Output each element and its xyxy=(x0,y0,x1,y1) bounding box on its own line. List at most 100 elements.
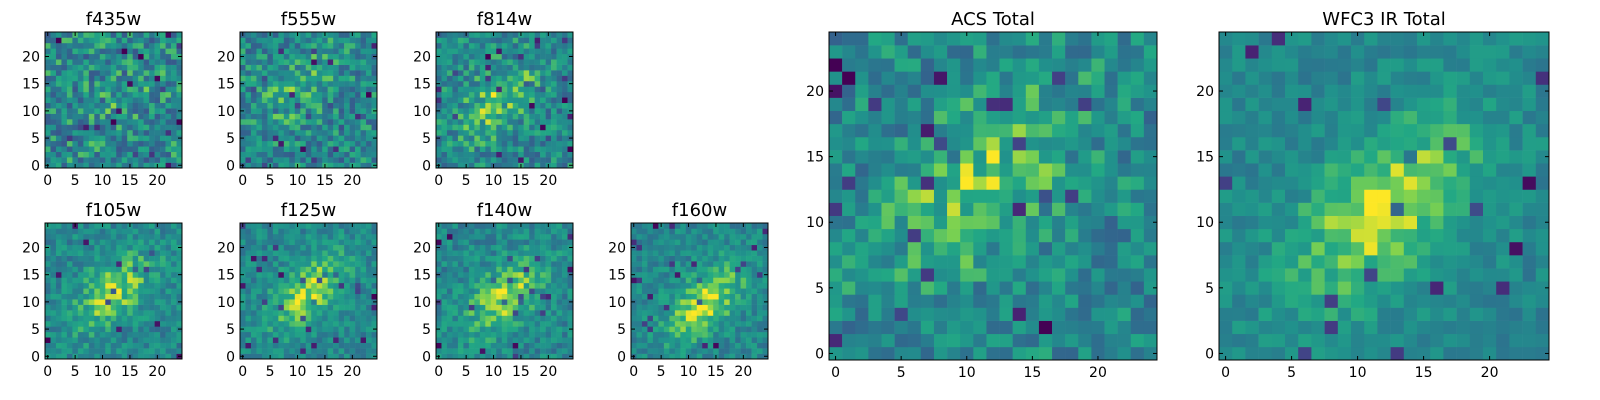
heatmap-cell xyxy=(567,91,574,98)
heatmap-cell xyxy=(647,223,654,229)
heatmap-cell xyxy=(1038,189,1053,203)
heatmap-cell xyxy=(256,140,263,147)
heatmap-cell xyxy=(116,129,123,136)
heatmap-cell xyxy=(132,261,139,267)
heatmap-cell xyxy=(110,348,117,354)
heatmap-cell xyxy=(518,157,524,163)
heatmap-cell xyxy=(349,108,356,114)
heatmap-cell xyxy=(496,102,503,109)
heatmap-cell xyxy=(88,320,95,327)
heatmap-cell xyxy=(468,32,475,38)
heatmap-cell xyxy=(105,113,112,120)
heatmap-cell xyxy=(45,277,51,284)
heatmap-cell xyxy=(132,288,139,295)
heatmap-cell xyxy=(45,250,51,256)
heatmap-cell xyxy=(463,91,470,98)
x-tick-label: 20 xyxy=(148,364,166,380)
heatmap-cell xyxy=(322,277,328,284)
heatmap-cell xyxy=(920,228,935,243)
heatmap-cell xyxy=(261,129,268,136)
heatmap-cell xyxy=(154,277,161,284)
heatmap-cell xyxy=(441,315,448,322)
heatmap-cell xyxy=(740,255,747,262)
heatmap-cell xyxy=(441,75,448,82)
heatmap-cell xyxy=(1078,189,1092,203)
heatmap-cell xyxy=(338,266,345,273)
heatmap-cell xyxy=(360,271,367,278)
heatmap-cell xyxy=(696,348,703,354)
heatmap-cell xyxy=(479,239,486,246)
heatmap-cell xyxy=(479,70,486,76)
heatmap-cell xyxy=(72,320,79,327)
heatmap-cell xyxy=(143,32,150,38)
heatmap-cell xyxy=(110,53,117,60)
heatmap-cell xyxy=(349,140,356,147)
heatmap-cell xyxy=(518,299,524,305)
heatmap-cell xyxy=(490,337,497,343)
heatmap-cell xyxy=(283,91,290,98)
heatmap-cell xyxy=(110,320,117,327)
heatmap-cell xyxy=(344,353,350,360)
heatmap-cell xyxy=(479,223,486,229)
heatmap-cell xyxy=(474,233,481,240)
heatmap-cell xyxy=(973,281,987,295)
heatmap-cell xyxy=(652,255,659,262)
heatmap-cell xyxy=(344,261,350,267)
heatmap-cell xyxy=(272,135,279,142)
heatmap-cell xyxy=(289,140,296,147)
heatmap-cell xyxy=(707,261,714,267)
heatmap-cell xyxy=(842,176,856,190)
heatmap-cell xyxy=(121,135,128,142)
heatmap-cell xyxy=(441,59,448,65)
heatmap-cell xyxy=(305,86,312,93)
heatmap-cell xyxy=(50,59,57,65)
heatmap-cell xyxy=(88,348,95,354)
heatmap-cell xyxy=(691,244,698,251)
heatmap-cell xyxy=(551,146,557,152)
heatmap-cell xyxy=(61,255,68,262)
heatmap-cell xyxy=(338,146,345,152)
heatmap-cell xyxy=(881,307,895,321)
heatmap-cell xyxy=(1143,333,1158,348)
heatmap-cell xyxy=(149,277,155,284)
heatmap-cell xyxy=(529,250,535,256)
heatmap-cell xyxy=(986,307,1000,321)
heatmap-cell xyxy=(518,119,524,125)
heatmap-cell xyxy=(267,97,274,104)
heatmap-cell xyxy=(272,59,279,65)
heatmap-cell xyxy=(507,157,514,163)
heatmap-cell xyxy=(294,228,301,235)
heatmap-cell xyxy=(556,59,563,65)
heatmap-cell xyxy=(707,310,714,316)
heatmap-cell xyxy=(556,102,563,109)
heatmap-cell xyxy=(894,150,909,164)
heatmap-cell xyxy=(88,135,95,142)
heatmap-cell xyxy=(245,86,252,93)
heatmap-cell xyxy=(501,315,508,322)
heatmap-cell xyxy=(523,293,530,300)
heatmap-cell xyxy=(165,102,172,109)
heatmap-cell xyxy=(176,223,183,229)
heatmap-cell xyxy=(338,162,345,169)
heatmap-cell xyxy=(77,124,84,131)
heatmap-cell xyxy=(452,331,459,338)
heatmap-cell xyxy=(94,244,101,251)
heatmap-cell xyxy=(256,342,263,349)
heatmap-cell xyxy=(283,157,290,163)
heatmap-cell xyxy=(674,348,681,354)
heatmap-cell xyxy=(83,326,90,333)
heatmap-cell xyxy=(66,250,73,256)
heatmap-cell xyxy=(105,337,112,343)
heatmap-cell xyxy=(311,86,318,93)
heatmap-cell xyxy=(507,32,514,38)
heatmap-cell xyxy=(50,348,57,354)
heatmap-cell xyxy=(1065,241,1079,256)
heatmap-cell xyxy=(160,80,166,87)
heatmap-cell xyxy=(529,97,535,104)
heatmap-cell xyxy=(641,271,648,278)
y-tick-label: 10 xyxy=(608,295,626,311)
heatmap-cell xyxy=(920,333,935,348)
heatmap-cell xyxy=(176,261,183,267)
heatmap-cell xyxy=(105,250,112,256)
